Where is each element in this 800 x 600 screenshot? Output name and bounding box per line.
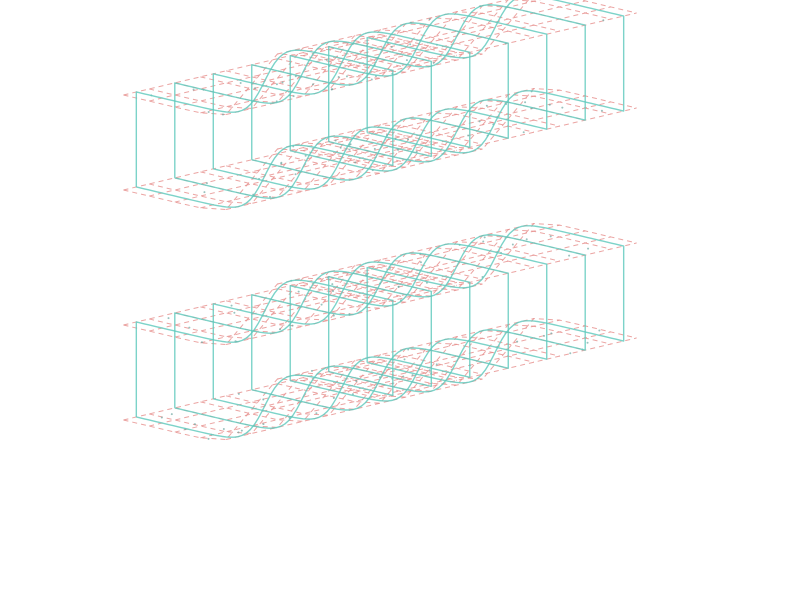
scatter-point (543, 335, 545, 337)
scatter-point (549, 104, 551, 106)
scatter-point (484, 236, 486, 238)
scatter-point (433, 62, 435, 64)
scatter-point (516, 341, 518, 343)
scatter-point (406, 59, 408, 61)
scatter-point (291, 325, 293, 327)
scatter-point (233, 312, 235, 314)
scatter-point (222, 114, 224, 116)
scatter-point (482, 241, 484, 243)
scatter-point (262, 423, 264, 425)
scatter-point (340, 147, 342, 149)
scatter-point (429, 18, 431, 20)
scatter-point (568, 255, 570, 257)
scatter-point (335, 139, 337, 141)
scatter-point (391, 46, 393, 48)
scatter-point (512, 243, 514, 245)
scatter-point (171, 413, 173, 415)
scatter-point (409, 43, 411, 45)
scatter-point (188, 327, 190, 329)
scatter-point (486, 105, 488, 107)
scatter-point (338, 76, 340, 78)
scatter-point (561, 107, 563, 109)
scatter-point (203, 191, 205, 193)
scatter-point (161, 416, 163, 418)
scatter-point (333, 397, 335, 399)
scatter-point (479, 120, 481, 122)
scatter-point (240, 82, 242, 84)
scatter-point (333, 315, 335, 317)
scatter-point (602, 19, 604, 21)
scatter-point (331, 88, 333, 90)
scatter-point (282, 81, 284, 83)
scatter-point (467, 135, 469, 137)
scatter-point (168, 317, 170, 319)
scatter-point (569, 352, 571, 354)
scatter-point (587, 248, 589, 250)
scatter-point (293, 95, 295, 97)
plot-container (0, 0, 800, 600)
scatter-point (526, 238, 528, 240)
scatter-point (354, 161, 356, 163)
scatter-point (371, 78, 373, 80)
scatter-point (550, 235, 552, 237)
scatter-point (429, 369, 431, 371)
scatter-point (407, 138, 409, 140)
scatter-point (598, 330, 600, 332)
scatter-point (524, 101, 526, 103)
scatter-point (231, 305, 233, 307)
scatter-point (346, 75, 348, 77)
scatter-point (206, 182, 208, 184)
scatter-point (523, 131, 525, 133)
scatter-point (412, 374, 414, 376)
scatter-point (348, 149, 350, 151)
panel (124, 0, 637, 209)
scatter-point (402, 376, 404, 378)
scatter-point (331, 283, 333, 285)
scene-svg (0, 0, 800, 600)
panel (124, 224, 637, 440)
scatter-point (321, 304, 323, 306)
scatter-point (420, 261, 422, 263)
scatter-point (237, 431, 239, 433)
scatter-point (241, 430, 243, 432)
scatter-point (311, 370, 313, 372)
scatter-point (315, 412, 317, 414)
scatter-point (355, 380, 357, 382)
scatter-point (587, 342, 589, 344)
scatter-point (280, 163, 282, 165)
scatter-point (295, 173, 297, 175)
scatter-point (298, 291, 300, 293)
scatter-point (436, 363, 438, 365)
scatter-point (326, 59, 328, 61)
scatter-point (223, 428, 225, 430)
scatter-point (398, 286, 400, 288)
scatter-point (254, 87, 256, 89)
scatter-point (332, 290, 334, 292)
scatter-point (601, 110, 603, 112)
scatter-point (208, 438, 210, 440)
scatter-point (374, 148, 376, 150)
scatter-point (262, 399, 264, 401)
scatter-point (238, 393, 240, 395)
scatter-point (201, 341, 203, 343)
scatter-point (276, 83, 278, 85)
scatter-point (550, 332, 552, 334)
scatter-point (194, 423, 196, 425)
scatter-point (193, 89, 195, 91)
scatter-point (312, 83, 314, 85)
scatter-point (404, 358, 406, 360)
scatter-point (279, 328, 281, 330)
scatter-point (208, 111, 210, 113)
